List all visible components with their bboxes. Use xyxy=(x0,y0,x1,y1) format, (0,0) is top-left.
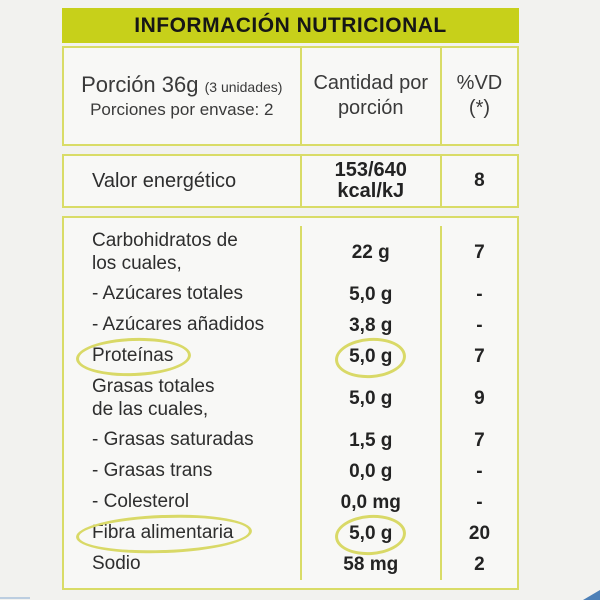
nutrient-label-cell: Grasas totales de las cuales, xyxy=(64,372,300,425)
nutrient-label-cell: - Colesterol xyxy=(64,487,300,518)
nutrient-value: 5,0 g xyxy=(349,522,393,544)
portion-units-note: (3 unidades) xyxy=(204,79,283,95)
dv-column-header-line2: (*) xyxy=(468,97,491,119)
nutrient-row: - Grasas trans 0,0 g - xyxy=(64,456,517,487)
nutrient-label-cell: - Azúcares totales xyxy=(64,279,300,310)
nutrient-row: - Azúcares totales 5,0 g - xyxy=(64,279,517,310)
energy-row: Valor energético 153/640 kcal/kJ 8 xyxy=(62,154,519,208)
energy-value: 153/640 xyxy=(334,159,407,181)
nutrient-value: 5,0 g xyxy=(349,387,393,409)
nutrient-row: Proteínas 5,0 g 7 xyxy=(64,341,517,372)
bottom-edge-blue-line xyxy=(0,597,30,599)
portion-size-line: Porción 36g (3 unidades) xyxy=(64,72,300,98)
servings-per-package: Porciones por envase: 2 xyxy=(90,100,274,119)
nutrient-row: Carbohidratos de los cuales, 22 g 7 xyxy=(64,226,517,279)
nutrient-label: - Grasas saturadas xyxy=(92,429,254,451)
nutrient-value-cell: 3,8 g xyxy=(299,310,440,341)
nutrients-table: Carbohidratos de los cuales, 22 g 7 - Az… xyxy=(62,216,519,590)
nutrient-label: Grasas totales de las cuales, xyxy=(92,376,215,420)
nutrient-label-cell: - Azúcares añadidos xyxy=(64,310,300,341)
amount-column-header-cell: Cantidad por porción xyxy=(299,48,440,144)
nutrient-value: 22 g xyxy=(351,241,390,263)
nutrient-label: Proteínas xyxy=(64,345,173,367)
nutrient-row: Fibra alimentaria 5,0 g 20 xyxy=(64,518,517,549)
nutrient-value: 58 mg xyxy=(343,553,399,575)
nutrient-label-cell: Fibra alimentaria xyxy=(64,518,300,549)
energy-value-cell: 153/640 kcal/kJ xyxy=(299,156,440,206)
nutrient-dv-cell: 9 xyxy=(439,372,517,425)
nutrient-value-cell: 5,0 g xyxy=(299,341,440,372)
energy-dv-cell: 8 xyxy=(439,156,517,206)
nutrient-label: Sodio xyxy=(92,553,141,575)
nutrient-dv-value: - xyxy=(476,460,483,482)
nutrient-value: 0,0 g xyxy=(349,460,393,482)
nutrient-dv-value: 20 xyxy=(468,522,491,544)
nutrient-label-cell: Sodio xyxy=(64,549,300,580)
energy-dv-value: 8 xyxy=(474,170,485,191)
nutrient-row: Sodio 58 mg 2 xyxy=(64,549,517,580)
nutrient-value-cell: 5,0 g xyxy=(299,372,440,425)
nutrient-value: 0,0 mg xyxy=(340,491,401,513)
energy-unit: kcal/kJ xyxy=(337,180,405,202)
nutrient-dv-cell: - xyxy=(439,279,517,310)
amount-column-header: Cantidad por porción xyxy=(313,72,429,119)
nutrient-label-cell: Carbohidratos de los cuales, xyxy=(64,226,300,279)
nutrient-dv-value: - xyxy=(476,314,483,336)
nutrient-value-cell: 22 g xyxy=(299,226,440,279)
nutrient-dv-value: 9 xyxy=(474,387,485,409)
nutrient-value-cell: 0,0 mg xyxy=(299,487,440,518)
nutrient-dv-cell: 20 xyxy=(439,518,517,549)
nutrient-label: - Azúcares añadidos xyxy=(92,314,265,336)
nutrient-label-cell: Proteínas xyxy=(64,341,300,372)
energy-label: Valor energético xyxy=(92,169,237,192)
nutrient-dv-cell: 7 xyxy=(439,425,517,456)
nutrient-value-cell: 5,0 g xyxy=(299,279,440,310)
nutrient-value-cell: 0,0 g xyxy=(299,456,440,487)
nutrient-dv-cell: - xyxy=(439,456,517,487)
energy-label-cell: Valor energético xyxy=(64,156,300,206)
nutrient-dv-value: - xyxy=(476,491,483,513)
dv-column-header-cell: %VD (*) xyxy=(439,48,517,144)
nutrient-row: - Azúcares añadidos 3,8 g - xyxy=(64,310,517,341)
nutrition-facts-label: INFORMACIÓN NUTRICIONAL Porción 36g (3 u… xyxy=(62,8,519,590)
nutrient-row: - Grasas saturadas 1,5 g 7 xyxy=(64,425,517,456)
portion-size: Porción 36g xyxy=(81,72,199,97)
nutrient-dv-value: 7 xyxy=(474,241,485,263)
nutrient-dv-value: 2 xyxy=(474,553,485,575)
nutrient-row: - Colesterol 0,0 mg - xyxy=(64,487,517,518)
nutrient-label: - Colesterol xyxy=(92,491,190,513)
nutrient-value-cell: 58 mg xyxy=(299,549,440,580)
dv-column-header-line1: %VD xyxy=(456,72,503,94)
nutrient-dv-value: - xyxy=(476,283,483,305)
table-title: INFORMACIÓN NUTRICIONAL xyxy=(62,8,519,43)
nutrient-value-cell: 5,0 g xyxy=(299,518,440,549)
nutrient-value: 1,5 g xyxy=(349,429,393,451)
nutrient-dv-cell: 2 xyxy=(439,549,517,580)
nutrient-value: 3,8 g xyxy=(349,314,393,336)
nutrient-label: Carbohidratos de los cuales, xyxy=(92,230,238,274)
nutrient-dv-cell: - xyxy=(439,310,517,341)
nutrient-label: - Grasas trans xyxy=(92,460,213,482)
nutrient-dv-cell: - xyxy=(439,487,517,518)
nutrient-value: 5,0 g xyxy=(349,345,393,367)
nutrient-label-cell: - Grasas saturadas xyxy=(64,425,300,456)
nutrient-value-cell: 1,5 g xyxy=(299,425,440,456)
nutrient-dv-value: 7 xyxy=(474,345,485,367)
nutrient-label: - Azúcares totales xyxy=(92,283,244,305)
corner-blue-decoration xyxy=(583,590,600,600)
nutrient-dv-value: 7 xyxy=(474,429,485,451)
nutrient-row: Grasas totales de las cuales, 5,0 g 9 xyxy=(64,372,517,425)
nutrient-label-cell: - Grasas trans xyxy=(64,456,300,487)
serving-header-row: Porción 36g (3 unidades) Porciones por e… xyxy=(62,46,519,146)
nutrient-label: Fibra alimentaria xyxy=(64,522,234,544)
serving-info-cell: Porción 36g (3 unidades) Porciones por e… xyxy=(64,48,300,144)
nutrient-dv-cell: 7 xyxy=(439,341,517,372)
nutrient-dv-cell: 7 xyxy=(439,226,517,279)
nutrient-value: 5,0 g xyxy=(349,283,393,305)
